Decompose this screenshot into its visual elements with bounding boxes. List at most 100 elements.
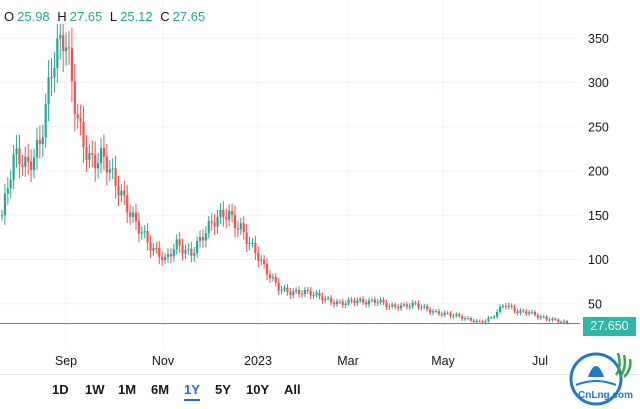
x-tick-label: Nov xyxy=(152,354,175,368)
candle-body xyxy=(62,35,65,52)
last-price-tag: 27.650 xyxy=(583,317,636,336)
price-chart[interactable]: 50 100 150 200 250 300 350 Sep Nov 2023 Mar May Jul xyxy=(0,0,640,374)
candle-body xyxy=(193,253,196,256)
candle-body xyxy=(463,318,467,320)
x-tick-label: 2023 xyxy=(244,354,272,368)
candle-body xyxy=(143,231,146,233)
candle-body xyxy=(6,188,9,194)
candle-body xyxy=(289,291,292,296)
candle-body xyxy=(510,305,513,307)
candle-body xyxy=(149,242,152,251)
candle-body xyxy=(528,312,531,314)
candle-body xyxy=(99,148,103,164)
candle-body xyxy=(50,76,53,78)
candle-body xyxy=(309,290,312,296)
candle-body xyxy=(129,212,132,217)
range-selector: 1D 1W 1M 6M 1Y 5Y 10Y All xyxy=(0,374,640,409)
x-tick-label: May xyxy=(431,354,455,368)
candle-body xyxy=(30,161,33,170)
range-1m-button[interactable]: 1M xyxy=(118,382,137,397)
candle-body xyxy=(35,139,39,158)
candle-body xyxy=(82,121,85,148)
candle-body xyxy=(382,299,385,303)
candle-body xyxy=(172,249,175,257)
candle-body xyxy=(321,296,324,301)
candle-body xyxy=(533,311,537,316)
candles xyxy=(0,13,569,325)
candle-body xyxy=(481,321,484,323)
ohlc-readout: O 25.98 H 27.65 L 25.12 C 27.65 xyxy=(4,9,210,24)
high-label: H xyxy=(57,9,67,24)
candle-body xyxy=(292,291,295,296)
y-tick-label: 150 xyxy=(588,209,609,223)
range-all-button[interactable]: All xyxy=(284,382,301,397)
candle-body xyxy=(38,139,41,145)
candle-body xyxy=(408,306,411,308)
low-value: 25.12 xyxy=(120,9,153,24)
candle-body xyxy=(73,81,76,115)
logo-leaf-icon xyxy=(614,352,632,378)
candle-body xyxy=(437,310,440,315)
y-tick-label: 350 xyxy=(588,32,609,46)
candle-body xyxy=(181,245,184,254)
candle-body xyxy=(475,320,478,323)
candle-body xyxy=(341,301,344,306)
candle-body xyxy=(239,223,242,230)
candle-body xyxy=(344,303,347,306)
candle-body xyxy=(359,298,362,301)
candle-body xyxy=(3,193,7,216)
range-6m-button[interactable]: 6M xyxy=(151,382,170,397)
candle-body xyxy=(120,190,123,196)
range-5y-button[interactable]: 5Y xyxy=(215,382,231,397)
candle-body xyxy=(501,305,505,307)
candle-body xyxy=(236,228,240,230)
range-10y-button[interactable]: 10Y xyxy=(246,382,270,397)
candle-body xyxy=(41,137,44,145)
candle-body xyxy=(367,300,371,305)
candle-body xyxy=(443,312,446,315)
candle-body xyxy=(554,318,557,320)
candle-body xyxy=(548,319,551,321)
candle-body xyxy=(70,48,73,82)
candle-body xyxy=(222,210,225,218)
candle-body xyxy=(196,241,199,254)
candle-body xyxy=(225,217,228,220)
candle-body xyxy=(219,210,222,218)
candle-body xyxy=(399,305,403,309)
candle-body xyxy=(152,247,155,251)
candle-body xyxy=(370,299,373,301)
range-1w-button[interactable]: 1W xyxy=(85,382,105,397)
candle-body xyxy=(461,316,464,319)
candle-body xyxy=(260,259,263,261)
candle-body xyxy=(76,114,79,119)
candle-body xyxy=(117,185,120,196)
candle-body xyxy=(158,248,161,258)
candle-body xyxy=(88,153,91,160)
candle-body xyxy=(362,298,365,303)
range-1y-button[interactable]: 1Y xyxy=(184,382,200,401)
candle-body xyxy=(417,303,420,308)
candle-body xyxy=(329,298,333,303)
candle-body xyxy=(525,311,528,314)
candle-body xyxy=(280,289,283,291)
candle-body xyxy=(396,306,400,309)
x-tick-label: Mar xyxy=(337,354,359,368)
candle-body xyxy=(18,148,21,165)
range-1d-button[interactable]: 1D xyxy=(52,382,69,397)
candle-body xyxy=(446,312,449,314)
candle-body xyxy=(539,316,542,318)
candle-body xyxy=(21,164,24,167)
candle-body xyxy=(431,311,435,313)
candle-body xyxy=(91,153,94,155)
candle-body xyxy=(166,254,170,258)
candle-body xyxy=(496,311,499,317)
candle-body xyxy=(216,217,219,227)
candle-body xyxy=(190,248,193,256)
candle-body xyxy=(466,317,470,319)
candle-body xyxy=(85,147,88,160)
candle-body xyxy=(228,210,231,220)
candle-body xyxy=(356,300,359,304)
candle-body xyxy=(207,221,210,234)
candle-body xyxy=(560,322,563,324)
candle-body xyxy=(131,212,135,217)
